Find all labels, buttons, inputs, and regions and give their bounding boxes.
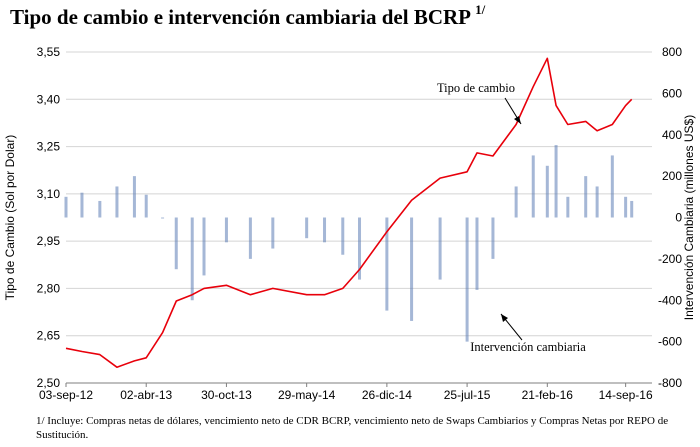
intervention-bar — [161, 217, 165, 219]
intervention-bar — [132, 176, 136, 218]
intervention-bar — [385, 217, 389, 311]
y2-tick-label: -400 — [658, 293, 682, 307]
intervention-bar — [358, 217, 362, 280]
axis-labels: 2,50 2,65 2,80 2,95 3,10 3,25 3,40 3,55 -800 -600… — [3, 45, 696, 402]
y-tick-label: 2,95 — [37, 234, 61, 248]
intervention-bar — [115, 186, 119, 218]
axes — [65, 97, 652, 387]
annotation-arrowhead-tipo-de-cambio — [514, 116, 521, 124]
y-tick-label: 3,10 — [37, 187, 61, 201]
intervention-bar — [465, 217, 469, 342]
y-tick-label: 3,40 — [37, 92, 61, 106]
x-tick-label: 03-sep-12 — [39, 388, 93, 402]
intervention-bar — [438, 217, 442, 280]
y2-tick-label: 400 — [662, 128, 682, 142]
intervention-bar — [514, 186, 518, 218]
exchange-rate-line-group — [65, 57, 633, 369]
intervention-bar — [491, 217, 495, 259]
intervention-bar — [98, 200, 102, 218]
chart-title: Tipo de cambio e intervención cambiaria … — [10, 2, 486, 30]
intervention-bars — [64, 145, 634, 342]
y2-tick-label: 0 — [675, 211, 682, 225]
x-tick-label: 29-may-14 — [278, 388, 336, 402]
exchange-rate-line — [65, 57, 633, 369]
y2-axis-title: Intervención Cambiaria (millones US$) — [682, 115, 696, 320]
intervention-bar — [248, 217, 252, 259]
x-tick-label: 25-jul-15 — [444, 388, 491, 402]
x-tick-label: 14-sep-16 — [599, 388, 653, 402]
intervention-bar — [190, 217, 194, 301]
x-tick-label: 02-abr-13 — [120, 388, 172, 402]
intervention-bar — [554, 145, 558, 218]
y2-tick-label: 600 — [662, 86, 682, 100]
y2-tick-label: -600 — [658, 335, 682, 349]
x-tick-label: 26-dic-14 — [362, 388, 412, 402]
intervention-bar — [144, 194, 148, 218]
intervention-bar — [531, 155, 535, 218]
y-tick-label: 2,80 — [37, 281, 61, 295]
intervention-bar — [271, 217, 275, 249]
intervention-bar — [545, 165, 549, 218]
footnote: 1/ Incluye: Compras netas de dólares, ve… — [36, 415, 669, 441]
y-tick-label: 3,55 — [37, 45, 61, 59]
chart-title-text: Tipo de cambio e intervención cambiaria … — [10, 5, 470, 29]
intervention-bar — [323, 217, 327, 243]
intervention-bar — [224, 217, 228, 243]
y-tick-label: 2,65 — [37, 329, 61, 343]
y-tick-label: 2,50 — [37, 376, 61, 390]
y2-tick-label: -800 — [658, 376, 682, 390]
intervention-bar — [174, 217, 178, 270]
annotation-intervencion-cambiaria: Intervención cambiaria — [470, 340, 586, 354]
y2-tick-label: -200 — [658, 252, 682, 266]
x-tick-label: 21-feb-16 — [522, 388, 574, 402]
intervention-bar — [202, 217, 206, 276]
y-axis-title: Tipo de Cambio (Sol por Dolar) — [3, 135, 17, 301]
annotation-arrowhead-intervencion — [501, 314, 508, 322]
intervention-bar — [64, 196, 68, 218]
intervention-bar — [341, 217, 345, 255]
y2-tick-label: 800 — [662, 45, 682, 59]
intervention-bar — [595, 186, 599, 218]
x-tick-label: 30-oct-13 — [201, 388, 252, 402]
intervention-bar — [410, 217, 414, 321]
intervention-bar — [566, 196, 570, 218]
chart-title-footnote-marker: 1/ — [475, 2, 486, 17]
intervention-bar — [584, 176, 588, 218]
annotation-tipo-de-cambio: Tipo de cambio — [437, 81, 515, 95]
intervention-bar — [624, 196, 628, 218]
y-tick-label: 3,25 — [37, 140, 61, 154]
intervention-bar — [630, 200, 634, 218]
intervention-bar — [475, 217, 479, 290]
y2-tick-label: 200 — [662, 169, 682, 183]
intervention-bar — [80, 192, 84, 218]
intervention-bar — [305, 217, 309, 239]
intervention-bar — [610, 155, 614, 218]
